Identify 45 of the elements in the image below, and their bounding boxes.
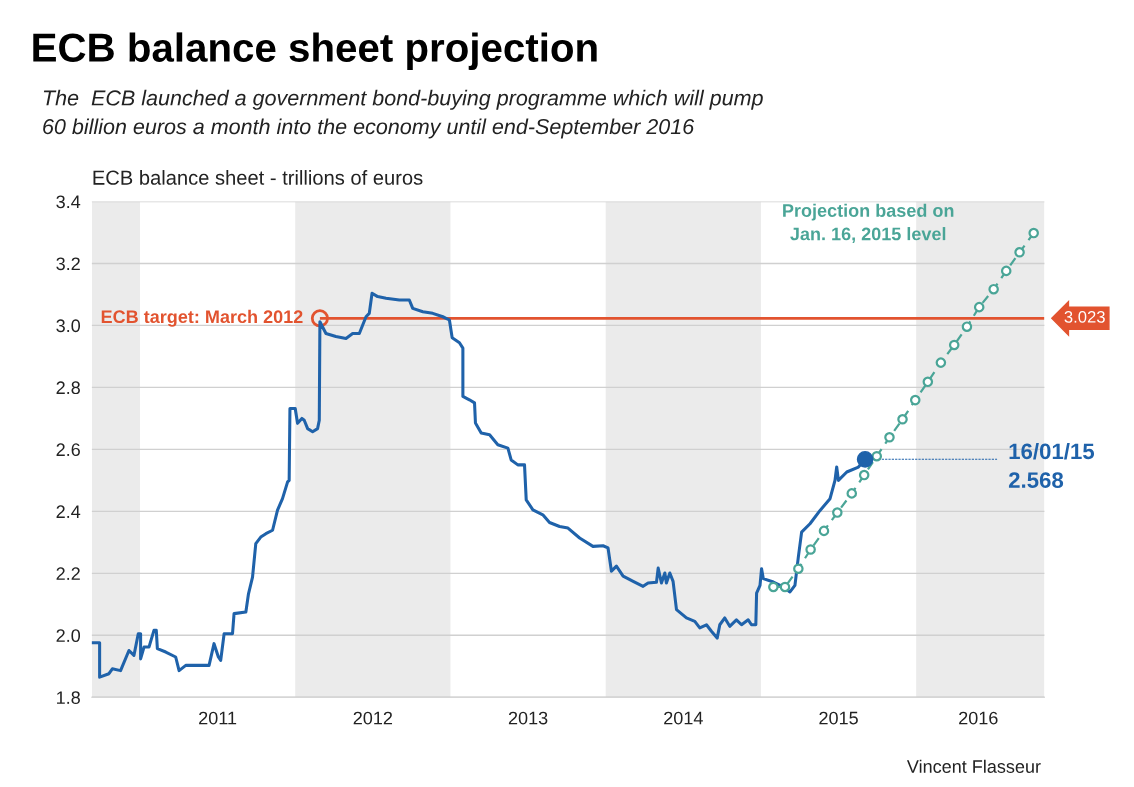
- point: [935, 357, 947, 368]
- annotation: 16/01/15 2.568: [1008, 442, 1095, 488]
- point: [856, 450, 874, 468]
- point: [846, 488, 858, 499]
- point: [948, 339, 960, 351]
- point: [871, 450, 883, 462]
- point: [897, 414, 908, 425]
- point: [1000, 265, 1012, 277]
- chart-title: ECB balance sheet projection: [33, 32, 597, 70]
- chart-subtitle: The ECB launched a government bond-buying programme which will pump 60 billion euros a month into the economy until end-September 2016: [43, 89, 763, 139]
- annotation: ECB target: March 2012: [101, 309, 303, 327]
- point: [818, 525, 830, 537]
- point: [961, 321, 973, 332]
- point: [779, 581, 791, 593]
- point: [793, 563, 804, 574]
- point: [884, 432, 895, 443]
- point: [805, 544, 816, 555]
- x-tick-label: 2013: [508, 711, 548, 725]
- point: [1028, 227, 1039, 239]
- text: Vincent Flasseur: [906, 759, 1041, 773]
- x-tick-label: 2014: [664, 711, 703, 725]
- y-tick-label: 2.2: [56, 567, 80, 580]
- y-tick-label: 1.8: [57, 691, 80, 704]
- x-tick-label: 2011: [199, 711, 237, 725]
- point: [832, 507, 843, 518]
- ref-line-label: 3.023: [1064, 310, 1105, 323]
- x-tick-label: 2015: [819, 711, 858, 725]
- point: [922, 376, 934, 388]
- y-axis-title: ECB balance sheet - trillions of euros: [93, 170, 423, 185]
- point: [1014, 247, 1025, 258]
- y-tick-label: 2.8: [56, 381, 80, 395]
- annotation: Projection based on Jan. 16, 2015 level: [783, 203, 954, 243]
- y-tick-label: 3.2: [56, 257, 80, 271]
- y-tick-label: 2.6: [56, 443, 80, 457]
- point: [858, 469, 870, 481]
- x-tick-label: 2016: [959, 711, 998, 725]
- y-tick-label: 2.0: [56, 629, 81, 643]
- y-tick-label: 2.4: [56, 505, 81, 518]
- point: [973, 301, 985, 313]
- y-tick-label: 3.4: [56, 195, 81, 209]
- point: [988, 283, 999, 295]
- x-tick-label: 2012: [353, 711, 393, 725]
- point: [909, 394, 921, 406]
- y-tick-label: 3.0: [56, 319, 81, 333]
- point: [768, 581, 779, 593]
